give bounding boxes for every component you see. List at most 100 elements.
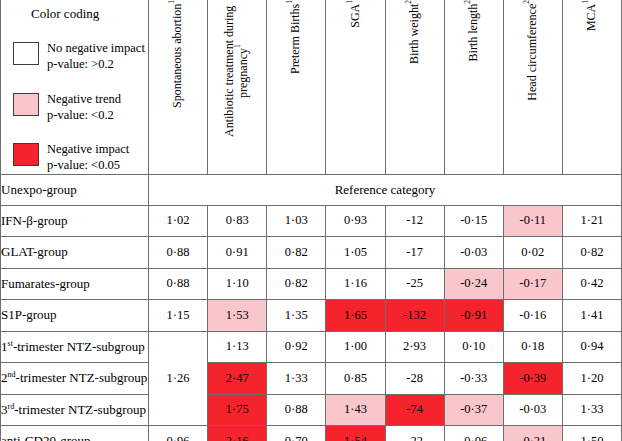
value-cell: -0·03 — [444, 237, 503, 269]
value-cell: 0·02 — [503, 237, 562, 269]
value-cell: -0·11 — [503, 205, 562, 237]
reference-category-cell: Reference category — [149, 174, 622, 205]
value-cell: -0·21 — [503, 426, 562, 441]
value-cell: 1·13 — [208, 331, 267, 363]
col-header-antibiotic-treatment: Antibiotic treatment during pregnancy1 — [208, 0, 267, 174]
col-header-preterm-births: Preterm Births1 — [267, 0, 326, 174]
value-cell: -25 — [385, 268, 444, 300]
value-cell: 1·33 — [267, 363, 326, 395]
value-cell: -0·37 — [444, 394, 503, 426]
value-cell: 1·65 — [326, 300, 385, 332]
value-cell: 1·10 — [208, 268, 267, 300]
value-cell-merged-ntz-spontaneous-abortion: 1·26 — [149, 331, 208, 426]
col-header-head-circumference: Head circumference2 — [503, 0, 562, 174]
table-row-anti-cd20-group: anti-CD20-group 0·96 2·16 0·70 1·54 -22 … — [1, 426, 622, 441]
legend-item-no-negative-impact: No negative impact p-value: >0.2 — [13, 40, 148, 73]
value-cell: 1·15 — [149, 300, 208, 332]
row-label-1st-trimester-ntz: 1st-trimester NTZ-subgroup — [1, 331, 149, 363]
value-cell: 1·21 — [562, 205, 621, 237]
value-cell: 0·88 — [149, 268, 208, 300]
row-label-ifn-beta-group: IFN-β-group — [1, 205, 149, 237]
value-cell: 0·85 — [326, 363, 385, 395]
value-cell: -0·39 — [503, 363, 562, 395]
pink-swatch-icon — [13, 93, 39, 116]
value-cell: 1·50 — [562, 426, 621, 441]
value-cell: 1·75 — [208, 394, 267, 426]
row-label-unexpo-group: Unexpo-group — [1, 174, 149, 205]
value-cell: 1·05 — [326, 237, 385, 269]
col-header-sga: SGA1 — [326, 0, 385, 174]
col-header-mca: MCA1 — [562, 0, 621, 174]
value-cell: -0·03 — [503, 394, 562, 426]
value-cell: -132 — [385, 300, 444, 332]
legend-pvalue: p-value: <0.2 — [47, 107, 121, 123]
row-label-anti-cd20-group: anti-CD20-group — [1, 426, 149, 441]
value-cell: 0·88 — [149, 237, 208, 269]
value-cell: 0·82 — [267, 268, 326, 300]
value-cell: 1·53 — [208, 300, 267, 332]
red-swatch-icon — [13, 143, 39, 166]
table-row-ifn-beta-group: IFN-β-group 1·02 0·83 1·03 0·93 -12 -0·1… — [1, 205, 622, 237]
value-cell: 0·96 — [149, 426, 208, 441]
value-cell: 0·42 — [562, 268, 621, 300]
value-cell: 0·92 — [267, 331, 326, 363]
row-label-3rd-trimester-ntz: 3rd-trimester NTZ-subgroup — [1, 394, 149, 426]
value-cell: 0·88 — [267, 394, 326, 426]
value-cell: -12 — [385, 205, 444, 237]
value-cell: 0·93 — [326, 205, 385, 237]
value-cell: 0·94 — [562, 331, 621, 363]
legend-title: Color coding — [31, 6, 148, 22]
value-cell: -0·15 — [444, 205, 503, 237]
color-coded-outcomes-figure: Color coding No negative impact p-value:… — [0, 0, 622, 441]
value-cell: -0·06 — [444, 426, 503, 441]
col-header-birth-weight: Birth weight2 — [385, 0, 444, 174]
value-cell: 0·82 — [267, 237, 326, 269]
legend-label: Negative trend — [47, 91, 121, 107]
value-cell: -0·24 — [444, 268, 503, 300]
col-header-spontaneous-abortion: Spontaneous abortion1 — [149, 0, 208, 174]
value-cell: 1·20 — [562, 363, 621, 395]
table-row-3rd-trimester-ntz: 3rd-trimester NTZ-subgroup 1·75 0·88 1·4… — [1, 394, 622, 426]
value-cell: 2·47 — [208, 363, 267, 395]
row-label-s1p-group: S1P-group — [1, 300, 149, 332]
value-cell: 2·16 — [208, 426, 267, 441]
value-cell: 0·83 — [208, 205, 267, 237]
value-cell: 0·91 — [208, 237, 267, 269]
value-cell: 1·02 — [149, 205, 208, 237]
table-row-s1p-group: S1P-group 1·15 1·53 1·35 1·65 -132 -0·91… — [1, 300, 622, 332]
legend-pvalue: p-value: >0.2 — [47, 56, 145, 72]
table-row-1st-trimester-ntz: 1st-trimester NTZ-subgroup 1·26 1·13 0·9… — [1, 331, 622, 363]
outcomes-table: Color coding No negative impact p-value:… — [0, 0, 622, 441]
value-cell: -74 — [385, 394, 444, 426]
value-cell: -0·91 — [444, 300, 503, 332]
table-row-glat-group: GLAT-group 0·88 0·91 0·82 1·05 -17 -0·03… — [1, 237, 622, 269]
col-header-birth-length: Birth length2 — [444, 0, 503, 174]
row-label-2nd-trimester-ntz: 2nd-trimester NTZ-subgroup — [1, 363, 149, 395]
value-cell: -17 — [385, 237, 444, 269]
table-row-fumarates-group: Fumarates-group 0·88 1·10 0·82 1·16 -25 … — [1, 268, 622, 300]
table-row-unexpo-group: Unexpo-group Reference category — [1, 174, 622, 205]
value-cell: -22 — [385, 426, 444, 441]
value-cell: 0·10 — [444, 331, 503, 363]
row-label-fumarates-group: Fumarates-group — [1, 268, 149, 300]
value-cell: 1·33 — [562, 394, 621, 426]
value-cell: 0·18 — [503, 331, 562, 363]
header-row: Color coding No negative impact p-value:… — [1, 0, 622, 174]
value-cell: 2·93 — [385, 331, 444, 363]
value-cell: -0·33 — [444, 363, 503, 395]
value-cell: 1·16 — [326, 268, 385, 300]
value-cell: 1·54 — [326, 426, 385, 441]
value-cell: -0·16 — [503, 300, 562, 332]
table-row-2nd-trimester-ntz: 2nd-trimester NTZ-subgroup 2·47 1·33 0·8… — [1, 363, 622, 395]
row-label-glat-group: GLAT-group — [1, 237, 149, 269]
value-cell: -0·17 — [503, 268, 562, 300]
legend-label: No negative impact — [47, 40, 145, 56]
value-cell: 1·35 — [267, 300, 326, 332]
legend-pvalue: p-value: <0.05 — [47, 157, 129, 173]
value-cell: -28 — [385, 363, 444, 395]
color-coding-legend: Color coding No negative impact p-value:… — [1, 0, 149, 174]
value-cell: 0·70 — [267, 426, 326, 441]
value-cell: 1·00 — [326, 331, 385, 363]
value-cell: 1·43 — [326, 394, 385, 426]
value-cell: 1·03 — [267, 205, 326, 237]
